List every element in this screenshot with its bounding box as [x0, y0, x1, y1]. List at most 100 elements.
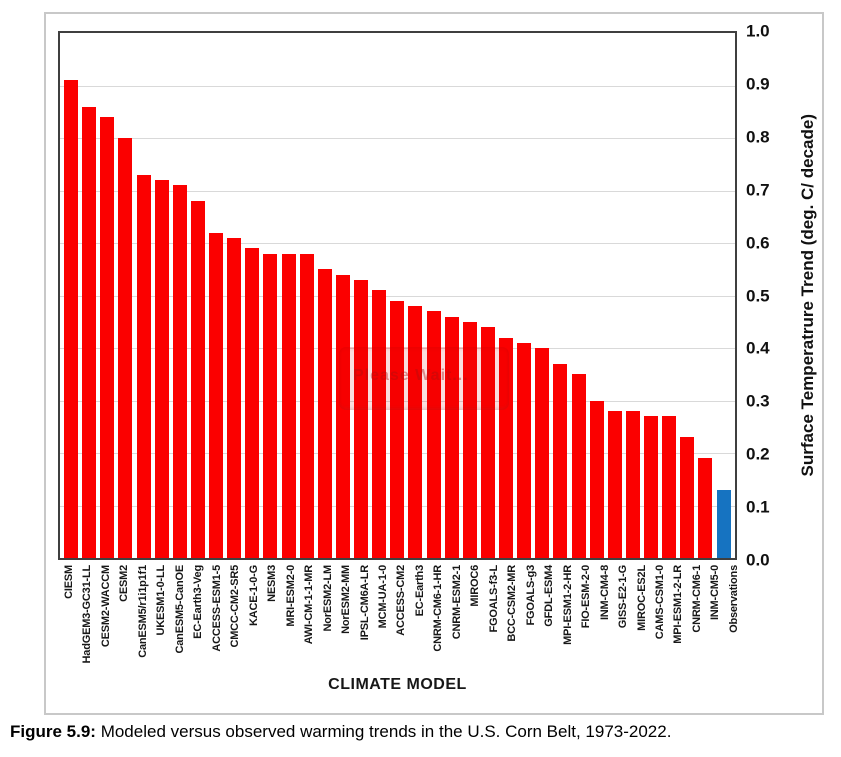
x-label-BCC-CSM2-MR: BCC-CSM2-MR — [506, 565, 519, 642]
bar-CanESM5-CanOE — [172, 185, 187, 558]
x-label-slot: CNRM-CM6-1 — [690, 565, 704, 633]
y-tick-0.7: 0.7 — [746, 180, 770, 200]
bar-CIESM — [64, 80, 78, 558]
x-label-slot: CESM2-WACCM — [99, 565, 113, 647]
bar-EC-Earth3-Veg — [190, 201, 205, 558]
y-tick-0.0: 0.0 — [746, 550, 770, 570]
gridline-0.9 — [60, 85, 735, 87]
x-label-INM-CM4-8: INM-CM4-8 — [598, 565, 611, 621]
x-label-slot: EC-Earth3-Veg — [191, 565, 205, 639]
bar-MPI-ESM1-2-HR — [553, 363, 568, 558]
gridline-0.8 — [60, 138, 735, 139]
x-label-AWI-CM-1-1-MR: AWI-CM-1-1-MR — [303, 565, 316, 645]
x-label-slot: NorESM2-MM — [339, 565, 353, 634]
bar-EC-Earth3 — [408, 306, 423, 558]
x-label-slot: MCM-UA-1-0 — [376, 565, 390, 628]
y-tick-0.5: 0.5 — [746, 286, 770, 305]
x-label-GFDL-ESM4: GFDL-ESM4 — [543, 565, 556, 627]
x-label-CNRM-CM6-1: CNRM-CM6-1 — [690, 565, 703, 633]
bar-CNRM-ESM2-1 — [444, 316, 459, 558]
x-label-slot: ACCESS-CM2 — [394, 565, 408, 636]
x-label-MPI-ESM1-2-LR: MPI-ESM1-2-LR — [672, 565, 685, 644]
x-label-FIO-ESM-2-0: FIO-ESM-2-0 — [580, 565, 593, 629]
x-label-CanESM5-CanOE: CanESM5-CanOE — [173, 565, 186, 654]
x-label-slot: EC-Earth3 — [413, 565, 427, 616]
x-label-IPSL-CM6A-LR: IPSL-CM6A-LR — [358, 565, 371, 641]
x-label-MRI-ESM2-0: MRI-ESM2-0 — [284, 565, 297, 627]
x-label-slot: MPI-ESM1-2-HR — [561, 565, 575, 645]
x-label-MCM-UA-1-0: MCM-UA-1-0 — [376, 565, 389, 629]
y-axis-title-text: Surface Temperatrure Trend (deg. C/ deca… — [798, 114, 817, 477]
x-label-slot: KACE-1-0-G — [247, 565, 261, 626]
bar-MCM-UA-1-0 — [372, 290, 387, 558]
x-label-ACCESS-ESM1-5: ACCESS-ESM1-5 — [210, 565, 223, 652]
gridline-0.6 — [60, 243, 735, 244]
x-label-slot: FIO-ESM-2-0 — [579, 565, 593, 628]
bar-UKESM1-0-LL — [154, 180, 169, 558]
x-label-Observations: Observations — [727, 565, 740, 633]
y-tick-0.2: 0.2 — [746, 444, 770, 464]
x-label-CNRM-ESM2-1: CNRM-ESM2-1 — [450, 565, 463, 640]
x-label-CESM2: CESM2 — [118, 565, 131, 602]
bar-FGOALS-g3 — [517, 342, 532, 558]
x-label-GISS-E2-1-G: GISS-E2-1-G — [617, 565, 630, 629]
x-label-CESM2-WACCM: CESM2-WACCM — [99, 565, 112, 648]
bar-BCC-CSM2-MR — [499, 337, 513, 558]
x-axis-title: CLIMATE MODEL — [328, 676, 467, 693]
x-label-NorESM2-LM: NorESM2-LM — [321, 565, 334, 632]
y-tick-0.1: 0.1 — [746, 497, 770, 517]
x-label-slot: CanESM5-CanOE — [173, 565, 187, 653]
bar-NorESM2-MM — [335, 274, 350, 558]
bar-MIROC-ES2L — [625, 411, 640, 558]
bar-MRI-ESM2-0 — [281, 253, 296, 558]
bar-ACCESS-CM2 — [390, 300, 405, 558]
x-label-slot: AWI-CM-1-1-MR — [302, 565, 316, 644]
gridline-0.5 — [60, 295, 735, 297]
y-axis-title: Surface Temperatrure Trend (deg. C/ deca… — [792, 31, 824, 560]
x-label-INM-CM5-0: INM-CM5-0 — [709, 565, 722, 621]
bar-NorESM2-LM — [317, 269, 332, 558]
bar-Observations — [716, 489, 731, 558]
x-label-slot: MPI-ESM1-2-LR — [671, 565, 685, 644]
bar-NESM3 — [263, 253, 278, 558]
x-label-CAMS-CSM1-0: CAMS-CSM1-0 — [654, 565, 666, 640]
bar-CMCC-CM2-SR5 — [227, 237, 242, 558]
x-label-slot: CAMS-CSM1-0 — [653, 565, 667, 639]
bars — [60, 33, 735, 558]
watermark-text: Please Wait... — [353, 367, 469, 384]
x-label-slot: GISS-E2-1-G — [616, 565, 630, 628]
x-label-EC-Earth3: EC-Earth3 — [413, 565, 426, 617]
gridline-0.7 — [60, 190, 735, 192]
x-label-slot: NESM3 — [265, 565, 279, 602]
x-label-UKESM1-0-LL: UKESM1-0-LL — [155, 565, 168, 636]
x-label-MIROC6: MIROC6 — [469, 565, 482, 607]
bar-GISS-E2-1-G — [607, 411, 622, 558]
x-label-NESM3: NESM3 — [266, 565, 279, 602]
figure-caption: Figure 5.9: Modeled versus observed warm… — [10, 722, 832, 742]
y-axis-ticks: 1.0 0.9 0.8 0.7 0.6 0.5 0.4 0.3 0.2 0.1 0.0 — [746, 23, 782, 569]
bar-CanESM5/r1i1p1f1 — [136, 174, 151, 558]
bar-KACE-1-0-G — [245, 248, 260, 558]
bar-AWI-CM-1-1-MR — [299, 253, 314, 558]
x-label-CanESM5/r1i1p1f1: CanESM5/r1i1p1f1 — [136, 565, 149, 658]
x-label-slot: GFDL-ESM4 — [542, 565, 556, 627]
bar-GFDL-ESM4 — [535, 348, 550, 558]
x-label-HadGEM3-GC31-LL: HadGEM3-GC31-LL — [81, 565, 94, 664]
x-label-CIESM: CIESM — [63, 565, 75, 599]
x-label-slot: FGOALS-g3 — [524, 565, 538, 626]
bar-CAMS-CSM1-0 — [644, 416, 658, 558]
x-label-slot: MIROC6 — [468, 565, 482, 607]
bar-HadGEM3-GC31-LL — [82, 106, 97, 558]
x-label-EC-Earth3-Veg: EC-Earth3-Veg — [192, 565, 205, 639]
x-label-FGOALS-f3-L: FGOALS-f3-L — [487, 565, 500, 633]
bar-ACCESS-ESM1-5 — [209, 232, 223, 558]
plot-area: Please Wait... — [58, 31, 737, 560]
y-tick-0.8: 0.8 — [746, 127, 770, 147]
x-label-slot: CMCC-CM2-SR5 — [228, 565, 242, 648]
x-label-slot: CNRM-CM6-1-HR — [431, 565, 445, 652]
bar-MIROC6 — [462, 321, 477, 558]
bar-CESM2 — [118, 138, 133, 558]
x-label-slot: IPSL-CM6A-LR — [358, 565, 372, 640]
x-label-FGOALS-g3: FGOALS-g3 — [524, 565, 537, 626]
x-label-slot: CIESM — [62, 565, 76, 599]
